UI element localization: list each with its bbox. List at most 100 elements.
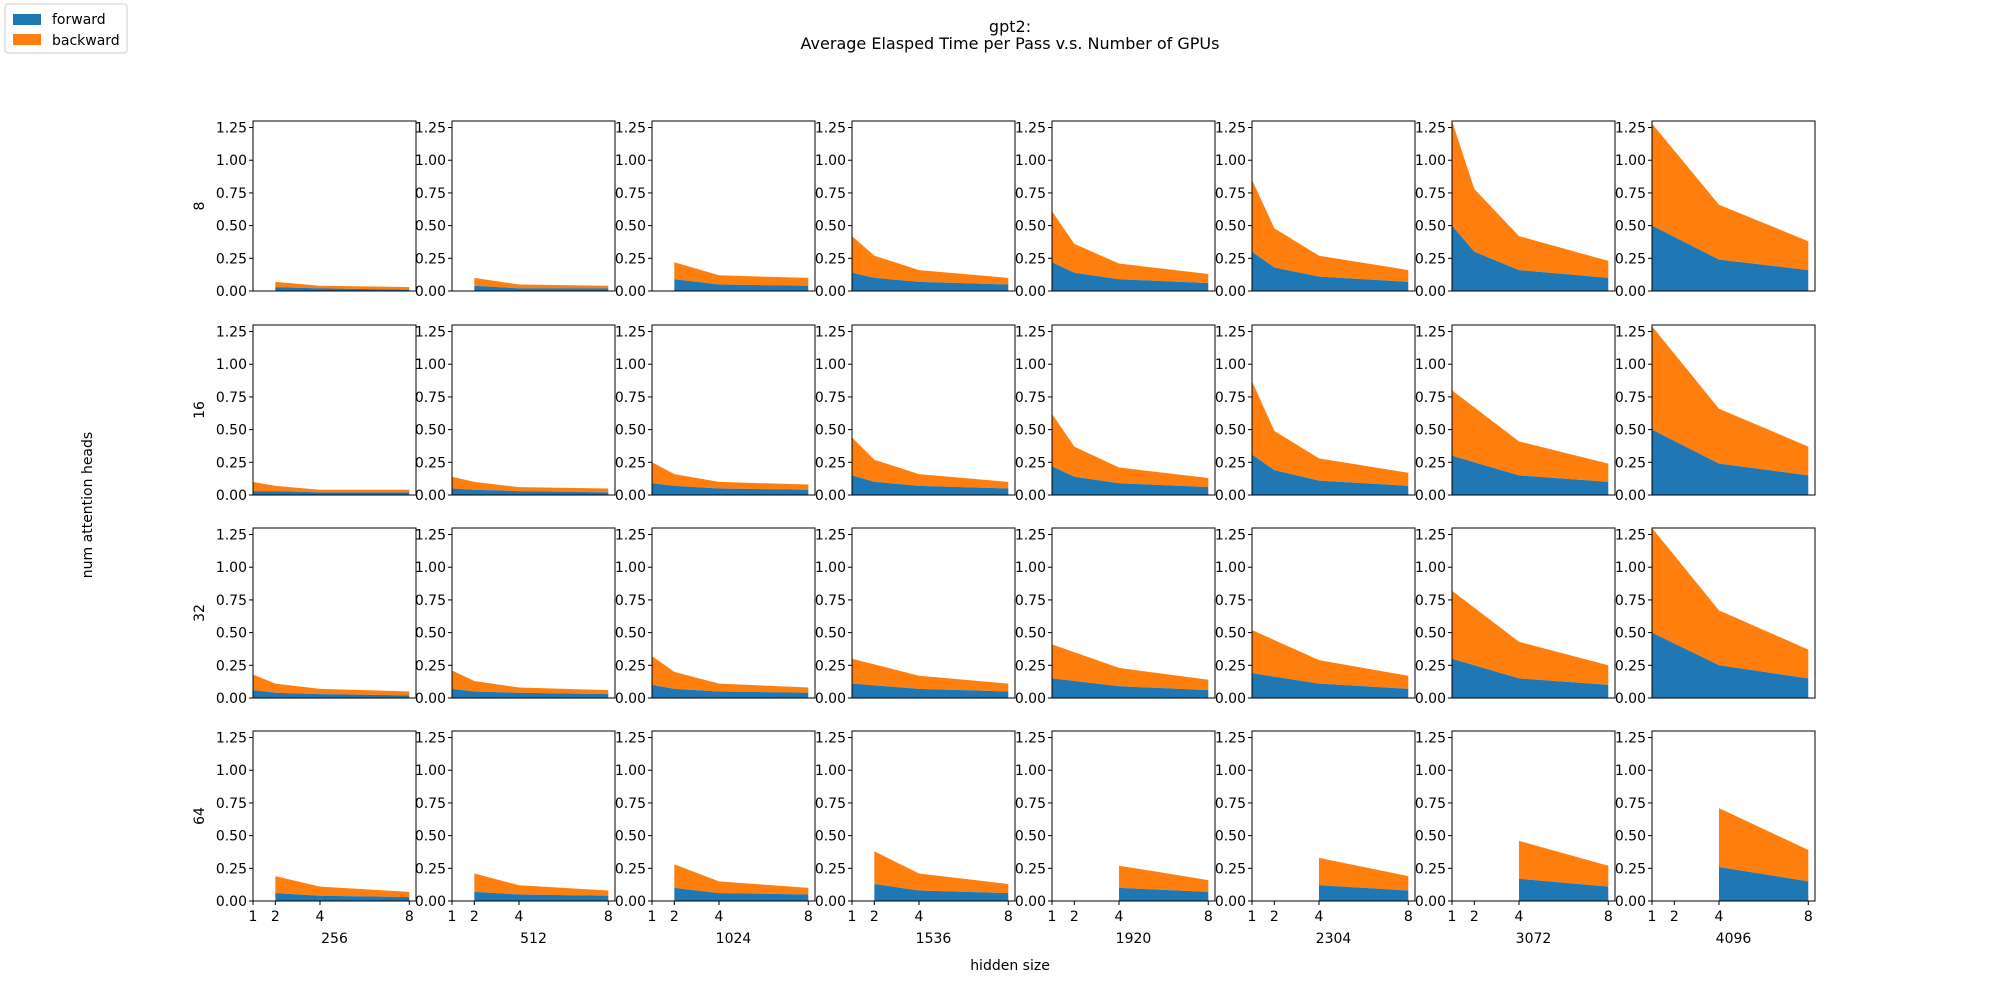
panel-frame <box>1051 324 1216 496</box>
y-tick-label: 0.50 <box>1215 423 1246 439</box>
y-tick-label: 0.25 <box>1215 658 1246 674</box>
y-tick-label: 0.75 <box>815 593 846 609</box>
panel-frame <box>451 527 616 699</box>
y-tick-label: 0.00 <box>216 894 247 910</box>
y-tick-label: 1.25 <box>1415 121 1446 137</box>
panel-64-4096: 0.00 0.25 0.50 0.75 1.00 1.25 1 2 4 8 4096 <box>1615 730 1816 947</box>
y-tick-label: 0.75 <box>1215 390 1246 406</box>
x-tick-label: 2 <box>670 909 679 925</box>
column-label: 512 <box>520 931 547 947</box>
panel-16-256: 0.00 0.25 0.50 0.75 1.00 1.25 16 <box>192 324 417 504</box>
panel-frame <box>1051 527 1216 699</box>
y-tick-label: 1.25 <box>615 121 646 137</box>
panel-areas <box>1652 528 1809 698</box>
y-tick-label: 0.75 <box>1015 186 1046 202</box>
forward-area <box>474 891 609 901</box>
panel-16-1536: 0.00 0.25 0.50 0.75 1.00 1.25 <box>815 324 1016 504</box>
x-tick-label: 2 <box>1070 909 1079 925</box>
forward-area <box>1652 632 1809 698</box>
x-tick-label: 1 <box>1648 909 1657 925</box>
forward-area <box>852 683 1009 698</box>
x-tick-label: 2 <box>1670 909 1679 925</box>
y-tick-label: 1.00 <box>615 153 646 169</box>
forward-area <box>253 491 410 495</box>
y-tick-label: 1.25 <box>1415 731 1446 747</box>
y-tick-label: 0.75 <box>615 593 646 609</box>
panel-background <box>652 325 815 495</box>
y-tick-label: 1.25 <box>615 731 646 747</box>
y-tick-label: 1.25 <box>1215 731 1246 747</box>
x-tick-label: 8 <box>1804 909 1813 925</box>
panel-frame <box>1451 324 1616 496</box>
y-tick-label: 1.00 <box>1215 560 1246 576</box>
panel-background <box>253 121 416 291</box>
x-tick-label: 4 <box>1115 909 1124 925</box>
panel-background <box>652 121 815 291</box>
panel-areas <box>275 876 410 901</box>
y-tick-label: 0.25 <box>615 658 646 674</box>
x-tick-label: 2 <box>870 909 879 925</box>
y-tick-label: 0.50 <box>415 626 446 642</box>
y-tick-label: 0.50 <box>1215 626 1246 642</box>
panel-frame <box>651 324 816 496</box>
y-tick-label: 0.75 <box>216 186 247 202</box>
y-tick-label: 0.25 <box>1015 455 1046 471</box>
forward-area <box>852 475 1009 495</box>
chart-title-line1: gpt2: <box>989 17 1031 36</box>
y-tick-label: 1.25 <box>1015 528 1046 544</box>
y-tick-label: 1.00 <box>815 357 846 373</box>
panel-frame <box>651 730 816 902</box>
panel-areas <box>1052 413 1209 495</box>
x-tick-label: 1 <box>1248 909 1257 925</box>
x-tick-label: 2 <box>271 909 280 925</box>
forward-area <box>874 884 1009 901</box>
panel-32-256: 0.00 0.25 0.50 0.75 1.00 1.25 32 <box>192 527 417 707</box>
y-tick-label: 0.00 <box>815 894 846 910</box>
panel-areas <box>474 873 609 901</box>
panel-areas <box>1318 857 1409 901</box>
forward-area <box>652 483 809 495</box>
y-tick-label: 1.00 <box>1615 763 1646 779</box>
panel-areas <box>1452 590 1609 698</box>
y-tick-label: 1.25 <box>1215 325 1246 341</box>
backward-area <box>1652 326 1809 476</box>
y-tick-label: 1.25 <box>1415 325 1446 341</box>
panel-areas <box>474 277 609 291</box>
column-label: 1024 <box>716 931 752 947</box>
backward-area <box>674 262 809 286</box>
y-tick-label: 0.25 <box>1215 455 1246 471</box>
y-tick-label: 0.75 <box>615 186 646 202</box>
y-tick-label: 1.00 <box>1015 153 1046 169</box>
panel-areas <box>275 281 410 291</box>
y-tick-label: 0.25 <box>1415 455 1446 471</box>
x-tick-label: 8 <box>1404 909 1413 925</box>
y-tick-label: 0.00 <box>615 894 646 910</box>
y-tick-label: 0.50 <box>216 626 247 642</box>
y-tick-label: 0.25 <box>1015 658 1046 674</box>
y-tick-label: 0.25 <box>216 861 247 877</box>
y-tick-label: 0.75 <box>1415 593 1446 609</box>
x-tick-label: 8 <box>1604 909 1613 925</box>
x-tick-label: 4 <box>1715 909 1724 925</box>
y-tick-label: 0.00 <box>815 488 846 504</box>
y-tick-label: 0.50 <box>1015 423 1046 439</box>
y-tick-label: 1.00 <box>415 560 446 576</box>
y-tick-label: 1.00 <box>815 153 846 169</box>
x-tick-label: 8 <box>405 909 414 925</box>
panel-areas <box>1252 630 1409 698</box>
y-tick-label: 0.00 <box>815 284 846 300</box>
x-tick-label: 4 <box>316 909 325 925</box>
panel-64-1920: 0.00 0.25 0.50 0.75 1.00 1.25 1 2 4 8 1920 <box>1015 730 1216 947</box>
backward-area <box>652 656 809 693</box>
backward-area <box>852 658 1009 692</box>
y-tick-label: 1.25 <box>415 528 446 544</box>
y-tick-label: 1.00 <box>1015 763 1046 779</box>
panel-areas <box>852 658 1009 698</box>
x-tick-label: 8 <box>1004 909 1013 925</box>
panel-frame <box>1651 730 1816 902</box>
panel-background <box>253 325 416 495</box>
backward-area <box>852 236 1009 285</box>
y-tick-label: 1.00 <box>216 763 247 779</box>
y-tick-label: 0.75 <box>1015 390 1046 406</box>
panel-background <box>253 528 416 698</box>
